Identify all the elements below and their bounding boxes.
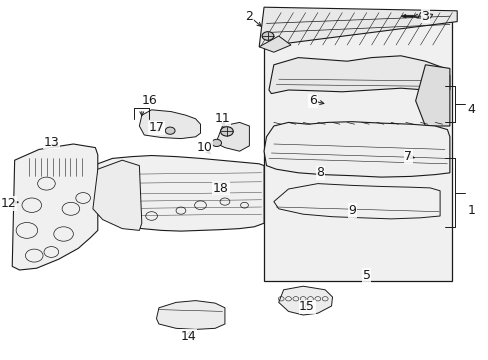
Polygon shape [278,286,332,315]
Polygon shape [273,184,439,219]
Text: 15: 15 [299,300,314,313]
Polygon shape [264,122,449,177]
Text: 17: 17 [148,121,164,134]
Text: 13: 13 [43,136,59,149]
Text: 9: 9 [347,204,355,217]
Text: 18: 18 [213,182,228,195]
Text: 8: 8 [316,166,324,179]
Polygon shape [417,13,432,18]
Circle shape [165,127,175,134]
Text: 5: 5 [362,269,370,282]
Polygon shape [259,36,290,52]
Text: 3: 3 [421,10,428,23]
Text: 2: 2 [245,10,253,23]
Polygon shape [268,56,449,94]
Text: 12: 12 [1,197,17,210]
Polygon shape [259,7,456,47]
Text: 16: 16 [141,94,157,107]
Polygon shape [12,144,98,270]
Bar [264,13,451,281]
Text: 4: 4 [467,103,474,116]
Circle shape [220,127,233,136]
Text: 14: 14 [180,330,196,343]
Polygon shape [156,301,224,329]
Polygon shape [85,156,264,231]
Text: 1: 1 [467,204,474,217]
Text: 7: 7 [404,150,411,163]
Polygon shape [217,122,249,151]
Circle shape [262,32,273,40]
Text: 11: 11 [214,112,230,125]
Polygon shape [93,160,142,230]
Polygon shape [415,65,449,126]
Text: 10: 10 [196,141,212,154]
FancyArrow shape [400,14,412,18]
Text: 6: 6 [308,94,316,107]
Polygon shape [139,110,200,139]
Circle shape [211,139,221,147]
